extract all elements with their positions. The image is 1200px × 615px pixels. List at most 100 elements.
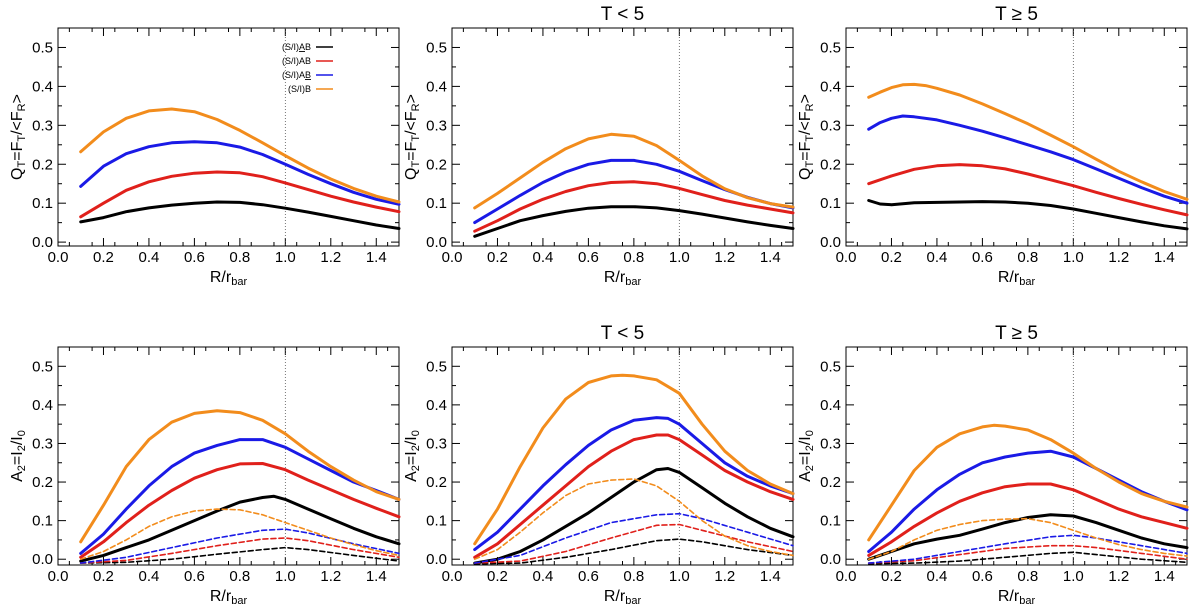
legend: (S/I)AB(S/I)AB(S/I)AB(S/I)B: [282, 42, 333, 94]
x-tick-label: 0.6: [578, 249, 599, 266]
y-tick-label: 0.0: [32, 234, 53, 251]
y-axis-title-text: QT=FT/<FR>: [403, 94, 422, 180]
y-axis-title-part: T: [410, 161, 422, 168]
y-tick-label: 0.3: [426, 435, 447, 452]
series-line-2: [79, 462, 401, 559]
y-axis-title-part: =I: [797, 451, 814, 465]
y-axis-title-part: 2: [804, 465, 816, 471]
y-tick-label: 0.4: [820, 78, 841, 95]
series-line-5: [867, 551, 1188, 565]
y-axis-title-part: >: [9, 94, 26, 103]
series-line-2: [79, 170, 401, 219]
series-line-2: [473, 433, 795, 559]
series-line-6: [473, 523, 794, 564]
series-line-4: [867, 82, 1189, 201]
chart-panel-3: 0.0 0.2 0.4 0.6 0.8 1.0 1.2 1.4 0.0 0.1 0.2 0.3 0.4 0…: [797, 4, 1189, 288]
y-axis-title-part: =F: [9, 141, 26, 160]
x-tick-label: 1.4: [1154, 249, 1175, 266]
series-line-1: [473, 205, 795, 238]
x-axis-title-sub: bar: [1019, 276, 1035, 288]
y-axis-title: A2=I2/I0: [9, 430, 28, 482]
x-tick-label: 0.4: [927, 249, 948, 266]
x-tick-label: 1.4: [366, 568, 387, 585]
y-tick-label: 0.2: [426, 156, 447, 173]
series-line-4: [79, 409, 401, 544]
y-tick-label: 0.1: [426, 195, 447, 212]
y-tick-label: 0.1: [820, 513, 841, 530]
y-axis-title-part: /I: [797, 436, 814, 445]
y-axis-title-part: 2: [16, 465, 28, 471]
x-tick-label: 0.2: [93, 568, 114, 585]
x-tick-label: 1.2: [320, 568, 341, 585]
series-line-3: [867, 114, 1189, 205]
y-axis-title-text: QT=FT/<FR>: [9, 94, 28, 180]
x-tick-label: 1.0: [275, 568, 296, 585]
x-tick-label: 0.0: [836, 568, 857, 585]
x-tick-label: 0.0: [836, 249, 857, 266]
x-tick-label: 1.4: [366, 249, 387, 266]
y-tick-label: 0.1: [32, 195, 53, 212]
legend-label-2: (S/I)AB: [282, 56, 311, 66]
series-line-2: [867, 163, 1189, 217]
legend-label-part: (S/I): [282, 42, 299, 52]
y-tick-label: 0.4: [426, 397, 447, 414]
x-axis-title: R/rbar: [998, 588, 1036, 607]
x-tick-label: 1.4: [760, 249, 781, 266]
legend-label-underlined: A: [299, 42, 305, 52]
x-axis-title: R/rbar: [210, 588, 248, 607]
y-axis-title-part: A: [9, 471, 26, 482]
legend-label-1: (S/I)AB: [282, 42, 311, 52]
y-axis-title-part: 0: [16, 430, 28, 436]
series-line-4: [867, 423, 1189, 542]
y-tick-label: 0.4: [32, 78, 53, 95]
y-axis-title-part: /I: [9, 436, 26, 445]
x-tick-label: 0.4: [139, 568, 160, 585]
y-tick-label: 0.5: [32, 39, 53, 56]
x-tick-label: 0.8: [229, 568, 250, 585]
x-tick-label: 1.2: [1108, 249, 1129, 266]
y-tick-label: 0.5: [426, 358, 447, 375]
series-line-1: [473, 467, 795, 565]
x-axis-title-main: R/r: [604, 269, 626, 286]
y-axis-title-part: R: [410, 103, 422, 111]
x-axis-title-sub: bar: [625, 595, 641, 607]
y-axis-title-part: Q: [797, 168, 814, 180]
y-tick-label: 0.4: [426, 78, 447, 95]
y-axis-title-part: T: [804, 161, 816, 168]
x-axis-title-main: R/r: [604, 588, 626, 605]
x-tick-label: 0.6: [972, 568, 993, 585]
y-tick-label: 0.0: [820, 551, 841, 568]
series-line-1: [867, 199, 1189, 231]
y-axis-title-part: /<F: [9, 111, 26, 135]
series-line-3: [867, 449, 1189, 553]
series-line-1: [79, 200, 401, 230]
x-tick-label: 0.8: [1017, 568, 1038, 585]
series-line-1: [867, 513, 1189, 561]
y-tick-label: 0.3: [32, 435, 53, 452]
x-tick-label: 0.6: [184, 249, 205, 266]
y-tick-label: 0.5: [32, 358, 53, 375]
y-tick-label: 0.1: [426, 513, 447, 530]
x-tick-label: 1.0: [1063, 249, 1084, 266]
y-tick-label: 0.3: [820, 435, 841, 452]
y-tick-label: 0.0: [426, 551, 447, 568]
y-tick-label: 0.4: [820, 397, 841, 414]
x-axis-title-sub: bar: [1019, 595, 1035, 607]
x-tick-label: 0.0: [48, 249, 69, 266]
y-axis-title-part: T: [804, 135, 816, 142]
series-line-2: [473, 180, 795, 233]
series-line-3: [473, 416, 795, 552]
y-axis-title-part: T: [16, 161, 28, 168]
y-axis-title-part: /I: [403, 436, 420, 445]
y-axis-title-part: 2: [804, 445, 816, 451]
y-axis-title: A2=I2/I0: [403, 430, 422, 482]
x-axis-title: R/rbar: [604, 588, 642, 607]
x-tick-label: 1.0: [669, 568, 690, 585]
y-tick-label: 0.2: [820, 474, 841, 491]
x-tick-label: 0.6: [972, 249, 993, 266]
x-axis-title-main: R/r: [998, 588, 1020, 605]
x-tick-label: 0.8: [623, 249, 644, 266]
y-axis-title: QT=FT/<FR>: [797, 94, 816, 180]
y-axis-title-part: >: [403, 94, 420, 103]
y-axis-title-part: 2: [410, 465, 422, 471]
